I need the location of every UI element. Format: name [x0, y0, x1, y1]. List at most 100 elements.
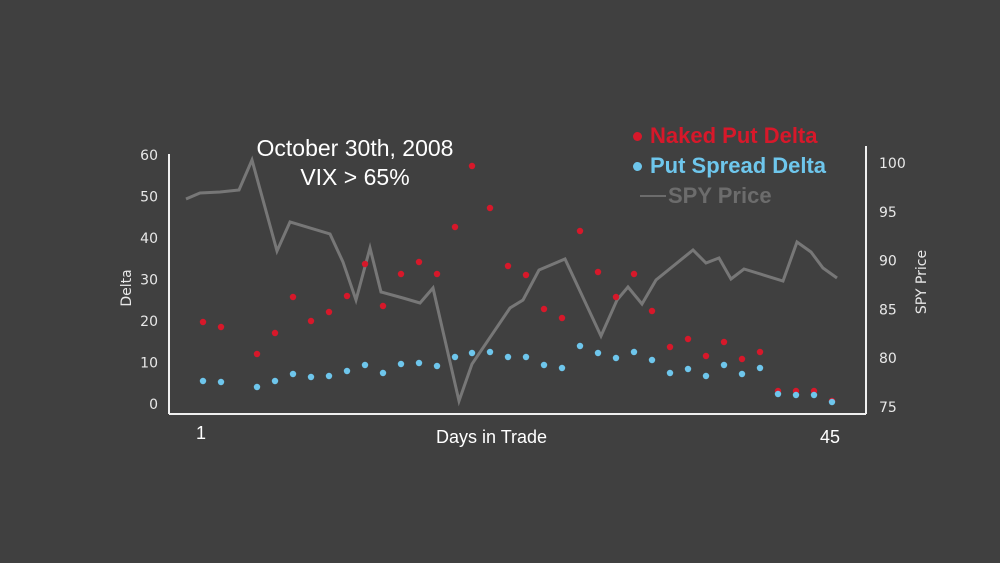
put-spread-point [540, 361, 548, 369]
put-spread-point [379, 369, 387, 377]
x-axis-title: Days in Trade [436, 427, 548, 447]
put-spread-point [612, 354, 620, 362]
naked-put-point [666, 343, 674, 351]
naked-put-point [397, 270, 405, 278]
naked-put-point [325, 308, 333, 316]
y-left-tick-label: 60 [140, 148, 158, 164]
put-spread-point [630, 348, 638, 356]
y-left-tick-label: 20 [140, 314, 158, 330]
naked-put-point [720, 338, 728, 346]
line-icon [640, 195, 666, 197]
put-spread-point [594, 349, 602, 357]
y-left-tick-label: 50 [140, 190, 158, 206]
put-spread-point [253, 383, 261, 391]
naked-put-point [738, 355, 746, 363]
y-right-tick-label: 100 [879, 156, 906, 172]
legend-label: Put Spread Delta [650, 153, 827, 178]
y-left-tick-label: 30 [140, 273, 158, 289]
x-start-label: 1 [196, 423, 207, 443]
put-spread-point [702, 372, 710, 380]
put-spread-point [792, 391, 800, 399]
y-right-tick-label: 90 [879, 254, 897, 270]
naked-put-point [504, 262, 512, 270]
red-dot-icon [633, 131, 642, 141]
put-spread-point [522, 353, 530, 361]
annotation-date: October 30th, 2008 [256, 135, 454, 161]
naked-put-point [594, 268, 602, 276]
y-right-title: SPY Price [914, 250, 930, 314]
put-spread-point [684, 365, 692, 373]
naked-put-point [684, 335, 692, 343]
put-spread-point [289, 370, 297, 378]
y-left-title: Delta [119, 269, 135, 306]
put-spread-point [774, 390, 782, 398]
y-right-tick-label: 95 [879, 205, 897, 221]
put-spread-point [325, 372, 333, 380]
legend-item-spy-price: SPY Price [628, 181, 826, 211]
naked-put-point [253, 350, 261, 358]
naked-put-point [289, 293, 297, 301]
put-spread-point [486, 348, 494, 356]
put-spread-point [576, 342, 584, 350]
put-spread-point [666, 369, 674, 377]
put-spread-point [217, 378, 225, 386]
naked-put-point [558, 314, 566, 322]
chart-annotation: October 30th, 2008 VIX > 65% [240, 134, 470, 192]
axes [168, 146, 867, 415]
naked-put-point [468, 162, 476, 170]
put-spread-point [756, 364, 764, 372]
naked-put-point [217, 323, 225, 331]
y-left-tick-label: 0 [149, 397, 158, 413]
put-spread-point [361, 361, 369, 369]
spy-price-line [185, 155, 838, 407]
legend-label: SPY Price [668, 183, 772, 208]
naked-put-point [648, 307, 656, 315]
legend-label: Naked Put Delta [650, 123, 818, 148]
naked-put-point [576, 227, 584, 235]
put-spread-point [558, 364, 566, 372]
put-spread-point [415, 359, 423, 367]
put-spread-point [307, 373, 315, 381]
put-spread-point [468, 349, 476, 357]
put-spread-point [504, 353, 512, 361]
legend: Naked Put Delta Put Spread Delta SPY Pri… [628, 121, 826, 211]
put-spread-point [199, 377, 207, 385]
naked-put-point [271, 329, 279, 337]
y-right-tick-label: 85 [879, 302, 897, 318]
put-spread-point [648, 356, 656, 364]
put-spread-point [738, 370, 746, 378]
legend-item-naked-put: Naked Put Delta [628, 121, 826, 151]
naked-put-point [522, 271, 530, 279]
naked-put-point [451, 223, 459, 231]
put-spread-point [720, 361, 728, 369]
put-spread-point [451, 353, 459, 361]
y-left-tick-label: 10 [140, 356, 158, 372]
naked-put-point [540, 305, 548, 313]
naked-put-point [630, 270, 638, 278]
legend-item-put-spread: Put Spread Delta [628, 151, 826, 181]
put-spread-point [810, 391, 818, 399]
naked-put-point [756, 348, 764, 356]
naked-put-point [343, 292, 351, 300]
naked-put-point [486, 204, 494, 212]
put-spread-point [271, 377, 279, 385]
right-y-ticks: 75 80 85 90 95 100 [879, 156, 906, 416]
y-right-tick-label: 80 [879, 351, 897, 367]
put-spread-delta-series [199, 342, 836, 406]
naked-put-point [307, 317, 315, 325]
put-spread-point [397, 360, 405, 368]
x-end-label: 45 [820, 427, 841, 447]
y-left-tick-label: 40 [140, 231, 158, 247]
blue-dot-icon [633, 161, 642, 171]
y-right-tick-label: 75 [879, 400, 897, 416]
naked-put-point [199, 318, 207, 326]
left-y-ticks: 0 10 20 30 40 50 60 [140, 148, 158, 413]
naked-put-point [361, 260, 369, 268]
annotation-vix: VIX > 65% [300, 164, 410, 190]
naked-put-point [415, 258, 423, 266]
put-spread-point [828, 398, 836, 406]
naked-put-point [379, 302, 387, 310]
naked-put-point [702, 352, 710, 360]
naked-put-point [433, 270, 441, 278]
